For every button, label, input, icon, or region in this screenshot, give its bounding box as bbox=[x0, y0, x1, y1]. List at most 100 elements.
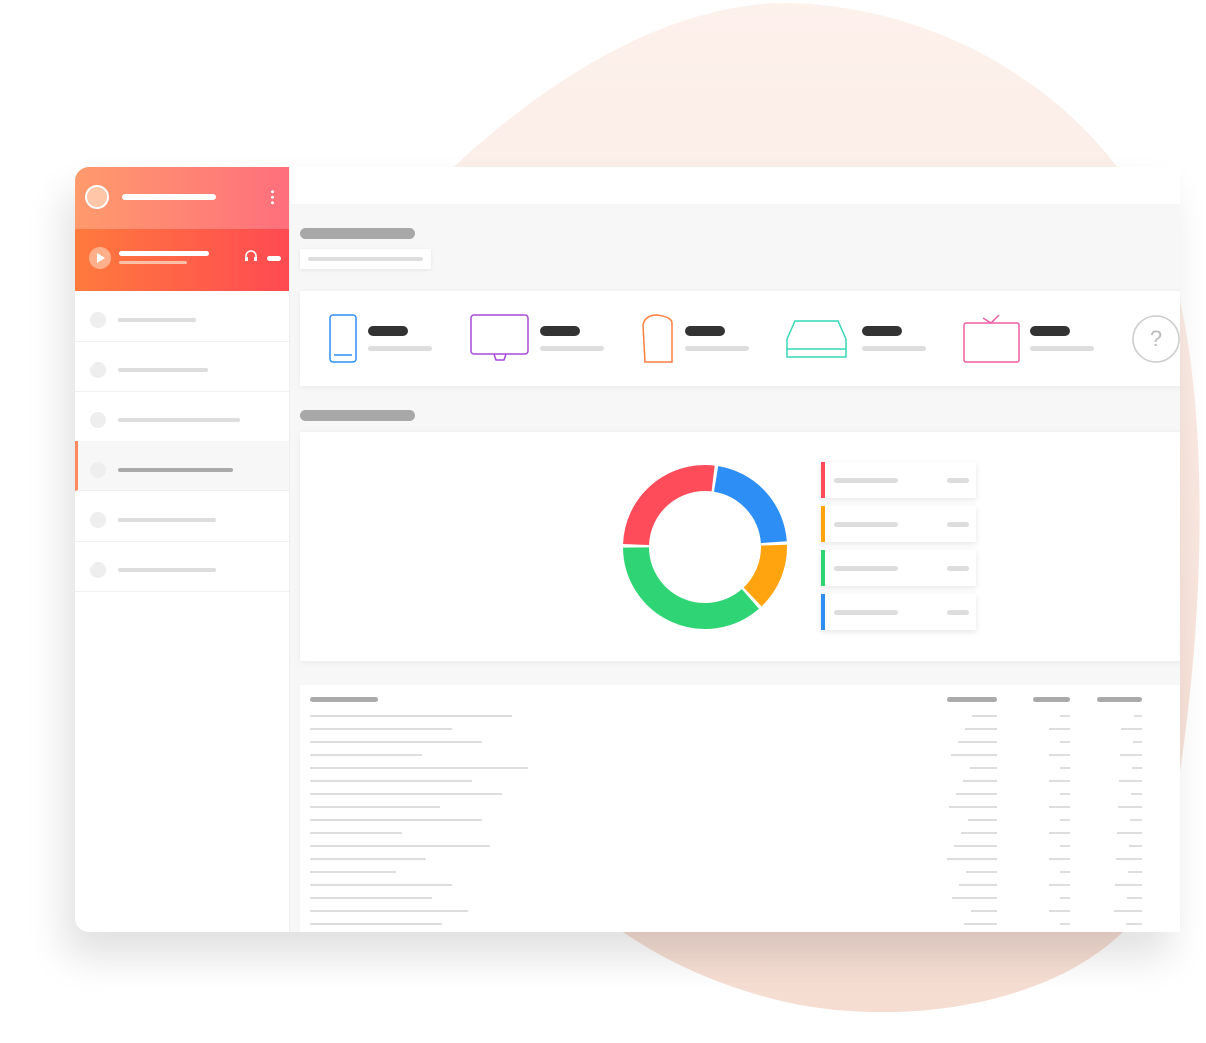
dropdown[interactable] bbox=[300, 249, 431, 269]
cell-placeholder bbox=[1129, 845, 1142, 847]
table-row[interactable] bbox=[300, 776, 1180, 789]
table-row[interactable] bbox=[300, 802, 1180, 815]
nav-icon bbox=[90, 362, 106, 378]
nav-item[interactable] bbox=[75, 291, 289, 342]
table-header bbox=[300, 685, 1180, 707]
nav-item[interactable] bbox=[75, 491, 289, 542]
cell-placeholder bbox=[1060, 923, 1070, 925]
cell-placeholder bbox=[1114, 910, 1142, 912]
table-row[interactable] bbox=[300, 711, 1180, 724]
cell-placeholder bbox=[964, 923, 997, 925]
cell-placeholder bbox=[310, 832, 402, 834]
cell-placeholder bbox=[947, 858, 997, 860]
device-label-placeholder bbox=[1030, 346, 1094, 351]
cell-placeholder bbox=[1120, 754, 1142, 756]
nav-item[interactable] bbox=[75, 441, 289, 491]
legend-label-placeholder bbox=[834, 610, 898, 615]
nav-list bbox=[75, 291, 289, 592]
device-count-placeholder bbox=[1030, 326, 1070, 336]
nav-icon bbox=[90, 562, 106, 578]
table-row[interactable] bbox=[300, 789, 1180, 802]
nav-item[interactable] bbox=[75, 541, 289, 592]
donut-segment[interactable] bbox=[713, 466, 787, 544]
cell-placeholder bbox=[1130, 819, 1142, 821]
cell-placeholder bbox=[1049, 806, 1070, 808]
cell-placeholder bbox=[961, 832, 997, 834]
nav-item[interactable] bbox=[75, 391, 289, 442]
table-row[interactable] bbox=[300, 815, 1180, 828]
cell-placeholder bbox=[966, 871, 997, 873]
headphones-icon[interactable] bbox=[244, 249, 258, 263]
nav-item[interactable] bbox=[75, 341, 289, 392]
cell-placeholder bbox=[951, 754, 997, 756]
table-row[interactable] bbox=[300, 854, 1180, 867]
cell-placeholder bbox=[310, 741, 482, 743]
nav-label-placeholder bbox=[118, 468, 233, 472]
cell-placeholder bbox=[310, 845, 490, 847]
cell-placeholder bbox=[310, 923, 442, 925]
cell-placeholder bbox=[310, 858, 426, 860]
device-icons: ? bbox=[329, 314, 1180, 363]
nav-icon bbox=[90, 412, 106, 428]
nav-label-placeholder bbox=[118, 418, 240, 422]
device-label-placeholder bbox=[685, 346, 749, 351]
cell-placeholder bbox=[1127, 897, 1142, 899]
username-placeholder bbox=[122, 194, 216, 200]
donut-segment[interactable] bbox=[743, 544, 787, 607]
table-row[interactable] bbox=[300, 880, 1180, 893]
table-row[interactable] bbox=[300, 867, 1180, 880]
cell-placeholder bbox=[310, 754, 422, 756]
donut-chart bbox=[623, 465, 787, 629]
menu-button[interactable] bbox=[271, 189, 274, 205]
avatar[interactable] bbox=[85, 185, 109, 209]
cell-placeholder bbox=[1049, 910, 1070, 912]
cell-placeholder bbox=[1133, 741, 1142, 743]
cell-placeholder bbox=[1060, 819, 1070, 821]
table-row[interactable] bbox=[300, 841, 1180, 854]
cell-placeholder bbox=[1128, 871, 1142, 873]
cell-placeholder bbox=[1060, 897, 1070, 899]
cell-placeholder bbox=[310, 884, 452, 886]
table-row[interactable] bbox=[300, 828, 1180, 841]
sidebar-header bbox=[75, 167, 289, 229]
cell-placeholder bbox=[1049, 728, 1070, 730]
device-count-placeholder bbox=[368, 326, 408, 336]
table-row[interactable] bbox=[300, 724, 1180, 737]
cell-placeholder bbox=[1117, 832, 1142, 834]
cell-placeholder bbox=[1049, 832, 1070, 834]
cell-placeholder bbox=[1134, 715, 1142, 717]
cell-placeholder bbox=[1060, 871, 1070, 873]
cell-placeholder bbox=[1060, 793, 1070, 795]
cell-placeholder bbox=[954, 845, 997, 847]
header-placeholder bbox=[310, 697, 378, 702]
cell-placeholder bbox=[310, 819, 482, 821]
volume-placeholder[interactable] bbox=[267, 256, 281, 261]
cell-placeholder bbox=[968, 819, 997, 821]
cell-placeholder bbox=[949, 806, 997, 808]
legend-label-placeholder bbox=[834, 522, 898, 527]
table-row[interactable] bbox=[300, 750, 1180, 763]
cell-placeholder bbox=[971, 910, 997, 912]
legend-item[interactable] bbox=[821, 594, 976, 630]
cell-placeholder bbox=[1116, 858, 1142, 860]
table-row[interactable] bbox=[300, 763, 1180, 776]
play-icon bbox=[97, 253, 105, 263]
cell-placeholder bbox=[958, 741, 997, 743]
device-count-placeholder bbox=[685, 326, 725, 336]
device-label-placeholder bbox=[862, 346, 926, 351]
legend-item[interactable] bbox=[821, 506, 976, 542]
legend-item[interactable] bbox=[821, 550, 976, 586]
cell-placeholder bbox=[1049, 780, 1070, 782]
table-row[interactable] bbox=[300, 919, 1180, 932]
cell-placeholder bbox=[1049, 884, 1070, 886]
legend-item[interactable] bbox=[821, 462, 976, 498]
donut-segment[interactable] bbox=[623, 465, 715, 546]
table-row[interactable] bbox=[300, 893, 1180, 906]
table-row[interactable] bbox=[300, 906, 1180, 919]
device-label-placeholder bbox=[540, 346, 604, 351]
table-row[interactable] bbox=[300, 737, 1180, 750]
cell-placeholder bbox=[1119, 780, 1142, 782]
cell-placeholder bbox=[310, 806, 440, 808]
donut-segment[interactable] bbox=[623, 546, 759, 629]
